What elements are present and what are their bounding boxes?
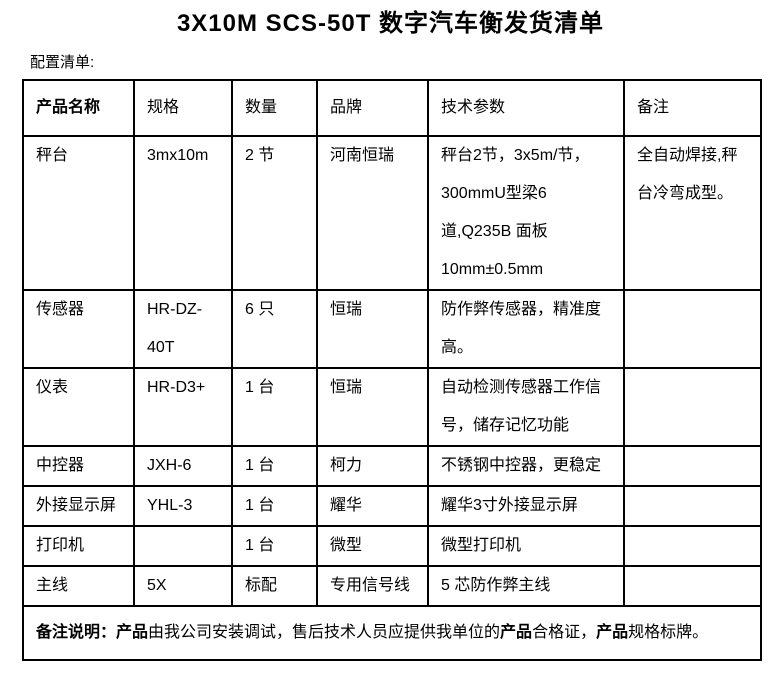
cell-remark (623, 445, 762, 487)
cell-brand: 恒瑞 (316, 289, 429, 369)
table-row: 传感器 HR-DZ-40T 6 只 恒瑞 防作弊传感器，精准度高。 (22, 289, 762, 369)
cell-params: 耀华3寸外接显示屏 (427, 485, 625, 527)
cell-spec (133, 525, 233, 567)
cell-remark (623, 289, 762, 369)
cell-product-name: 仪表 (22, 367, 135, 447)
cell-product-name: 外接显示屏 (22, 485, 135, 527)
document-title: 3X10M SCS-50T 数字汽车衡发货清单 (176, 10, 605, 37)
cell-params: 自动检测传感器工作信号，储存记忆功能 (427, 367, 625, 447)
cell-qty: 标配 (231, 565, 318, 607)
cell-brand: 耀华 (316, 485, 429, 527)
table-header-row: 产品名称 规格 数量 品牌 技术参数 备注 (22, 79, 762, 137)
header-product-name: 产品名称 (22, 79, 135, 137)
cell-product-name: 传感器 (22, 289, 135, 369)
products-table: 产品名称 规格 数量 品牌 技术参数 备注 秤台 3mx10m 2 节 河南恒瑞… (22, 79, 762, 661)
cell-qty: 6 只 (231, 289, 318, 369)
cell-spec: HR-DZ-40T (133, 289, 233, 369)
table-row: 主线 5X 标配 专用信号线 5 芯防作弊主线 (22, 565, 762, 607)
cell-brand: 专用信号线 (316, 565, 429, 607)
table-row: 仪表 HR-D3+ 1 台 恒瑞 自动检测传感器工作信号，储存记忆功能 (22, 367, 762, 447)
cell-product-name: 打印机 (22, 525, 135, 567)
cell-qty: 1 台 (231, 525, 318, 567)
cell-params: 秤台2节，3x5m/节，300mmU型梁6道,Q235B 面板10mm±0.5m… (427, 135, 625, 291)
note-text: 备注说明：产品由我公司安装调试，售后技术人员应提供我单位的产品合格证，产品规格标… (22, 605, 762, 661)
cell-qty: 1 台 (231, 445, 318, 487)
note-label: 备注说明： (36, 624, 117, 641)
cell-qty: 1 台 (231, 367, 318, 447)
cell-params: 不锈钢中控器，更稳定 (427, 445, 625, 487)
header-params: 技术参数 (427, 79, 625, 137)
cell-remark (623, 525, 762, 567)
section-label: 配置清单: (30, 54, 95, 71)
cell-spec: 5X (133, 565, 233, 607)
cell-qty: 2 节 (231, 135, 318, 291)
cell-remark (623, 485, 762, 527)
cell-spec: YHL-3 (133, 485, 233, 527)
cell-product-name: 秤台 (22, 135, 135, 291)
header-remark: 备注 (623, 79, 762, 137)
cell-spec: 3mx10m (133, 135, 233, 291)
cell-spec: JXH-6 (133, 445, 233, 487)
cell-params: 防作弊传感器，精准度高。 (427, 289, 625, 369)
cell-params: 5 芯防作弊主线 (427, 565, 625, 607)
cell-qty: 1 台 (231, 485, 318, 527)
cell-remark (623, 565, 762, 607)
table-row: 中控器 JXH-6 1 台 柯力 不锈钢中控器，更稳定 (22, 445, 762, 487)
table-row: 外接显示屏 YHL-3 1 台 耀华 耀华3寸外接显示屏 (22, 485, 762, 527)
cell-product-name: 主线 (22, 565, 135, 607)
cell-remark (623, 367, 762, 447)
cell-remark: 全自动焊接,秤台冷弯成型。 (623, 135, 762, 291)
cell-brand: 微型 (316, 525, 429, 567)
cell-spec: HR-D3+ (133, 367, 233, 447)
cell-brand: 柯力 (316, 445, 429, 487)
header-brand: 品牌 (316, 79, 429, 137)
cell-brand: 恒瑞 (316, 367, 429, 447)
table-note-row: 备注说明：产品由我公司安装调试，售后技术人员应提供我单位的产品合格证，产品规格标… (22, 605, 762, 661)
cell-product-name: 中控器 (22, 445, 135, 487)
table-row: 秤台 3mx10m 2 节 河南恒瑞 秤台2节，3x5m/节，300mmU型梁6… (22, 135, 762, 291)
header-spec: 规格 (133, 79, 233, 137)
cell-brand: 河南恒瑞 (316, 135, 429, 291)
table-row: 打印机 1 台 微型 微型打印机 (22, 525, 762, 567)
cell-params: 微型打印机 (427, 525, 625, 567)
header-qty: 数量 (231, 79, 318, 137)
